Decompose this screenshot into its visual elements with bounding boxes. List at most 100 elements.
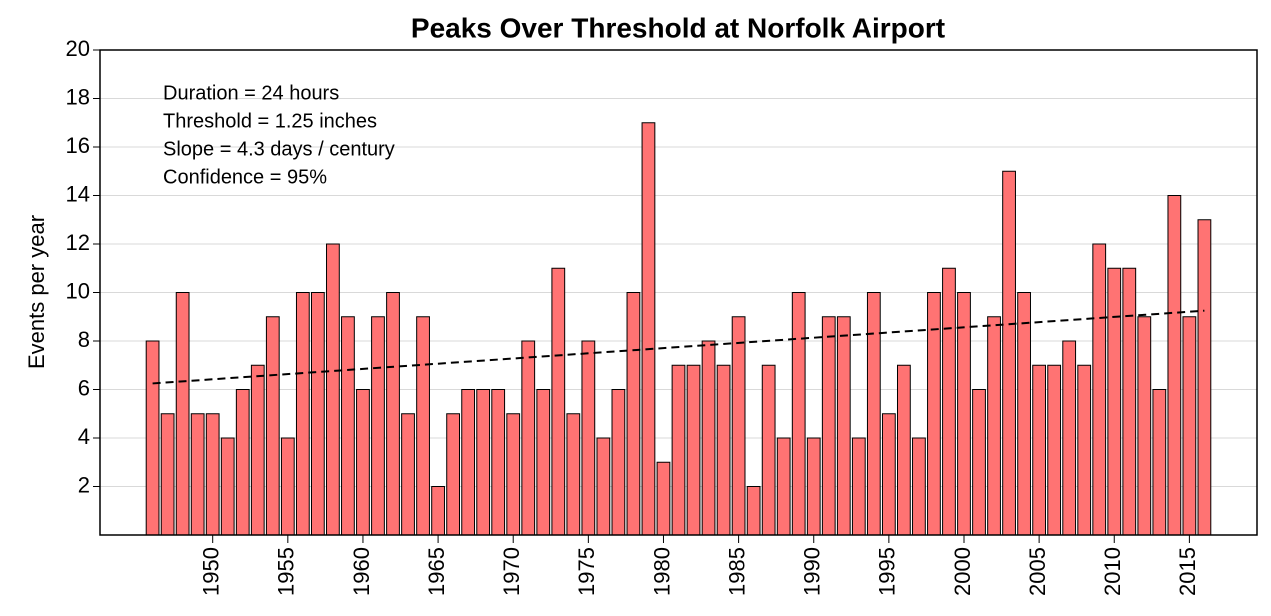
bar <box>386 292 400 536</box>
bar <box>506 413 521 536</box>
bar <box>641 122 656 536</box>
x-tick-label: 1975 <box>574 547 599 596</box>
x-tick-label: 1965 <box>424 547 449 596</box>
y-tick-label: 2 <box>78 472 90 497</box>
x-tick-label: 2015 <box>1175 547 1200 596</box>
x-tick-label: 1955 <box>274 547 299 596</box>
bar <box>776 437 791 536</box>
annotation: Slope = 4.3 days / century <box>163 138 395 160</box>
bar <box>431 486 445 536</box>
bar <box>626 292 641 536</box>
x-tick-label: 1990 <box>800 547 825 596</box>
bar <box>491 389 506 536</box>
bar <box>295 292 310 536</box>
bar <box>851 437 866 536</box>
bar <box>175 292 190 536</box>
bar <box>220 437 235 536</box>
bar <box>897 364 911 536</box>
bar <box>205 413 220 536</box>
bar <box>611 389 626 536</box>
x-tick-label: 2000 <box>950 547 975 596</box>
annotation: Confidence = 95% <box>163 166 327 188</box>
bar <box>566 413 581 536</box>
bar <box>280 437 295 536</box>
bar <box>416 316 430 536</box>
bar <box>957 292 971 536</box>
bar <box>1152 389 1167 536</box>
y-tick-label: 12 <box>66 230 90 255</box>
bar <box>1002 170 1016 536</box>
bar <box>536 389 551 536</box>
bar <box>1032 364 1047 536</box>
y-tick-label: 10 <box>66 278 90 303</box>
y-tick-label: 18 <box>66 84 90 109</box>
bar <box>1182 316 1197 536</box>
chart-title: Peaks Over Threshold at Norfolk Airport <box>411 12 945 43</box>
bar <box>326 243 340 536</box>
bar <box>942 267 956 536</box>
x-tick-label: 2010 <box>1100 547 1125 596</box>
bar <box>356 389 370 536</box>
bar <box>551 267 566 536</box>
bar <box>1122 267 1137 536</box>
bar <box>265 316 280 536</box>
y-tick-label: 6 <box>78 375 90 400</box>
trend-line <box>152 309 1205 385</box>
bar <box>341 316 355 536</box>
bar <box>671 364 686 536</box>
annotation: Threshold = 1.25 inches <box>163 110 377 132</box>
x-tick-label: 1995 <box>875 547 900 596</box>
y-tick-label: 8 <box>78 327 90 352</box>
bar <box>746 486 761 536</box>
y-tick-label: 20 <box>66 36 90 61</box>
bar <box>310 292 325 536</box>
bar <box>821 316 836 536</box>
x-tick-label: 2005 <box>1025 547 1050 596</box>
bar <box>881 413 896 536</box>
x-tick-label: 1985 <box>724 547 749 596</box>
y-axis-label: Events per year <box>24 215 49 369</box>
x-tick-label: 1950 <box>199 547 224 596</box>
annotation: Duration = 24 hours <box>163 82 339 104</box>
bar <box>686 364 701 536</box>
bar <box>446 413 460 536</box>
bar <box>1017 292 1031 536</box>
bar <box>972 389 986 536</box>
bar <box>581 340 596 536</box>
y-tick-label: 4 <box>78 424 90 449</box>
bar <box>1077 364 1092 536</box>
bar <box>145 340 160 536</box>
bar <box>836 316 851 536</box>
bar <box>987 316 1001 536</box>
bar <box>1197 219 1212 536</box>
bar <box>521 340 536 536</box>
bar <box>250 364 265 536</box>
x-tick-label: 1980 <box>649 547 674 596</box>
bar <box>806 437 821 536</box>
bar <box>1047 364 1062 536</box>
bar <box>1092 243 1107 536</box>
bar <box>596 437 611 536</box>
plot-frame <box>99 49 1258 536</box>
bar <box>761 364 776 536</box>
y-tick-label: 16 <box>66 133 90 158</box>
bar <box>461 389 476 536</box>
bar <box>1107 267 1122 536</box>
bar <box>401 413 415 536</box>
bar <box>1167 195 1182 536</box>
bar <box>1137 316 1152 536</box>
bar <box>731 316 746 536</box>
bar <box>716 364 731 536</box>
x-tick-label: 1960 <box>349 547 374 596</box>
bar <box>1062 340 1077 536</box>
bar <box>371 316 385 536</box>
bar <box>701 340 716 536</box>
bar <box>190 413 205 536</box>
bar <box>476 389 491 536</box>
x-tick-label: 1970 <box>499 547 524 596</box>
bar <box>791 292 806 536</box>
bar <box>656 461 671 536</box>
bar <box>912 437 926 536</box>
bar <box>160 413 175 536</box>
